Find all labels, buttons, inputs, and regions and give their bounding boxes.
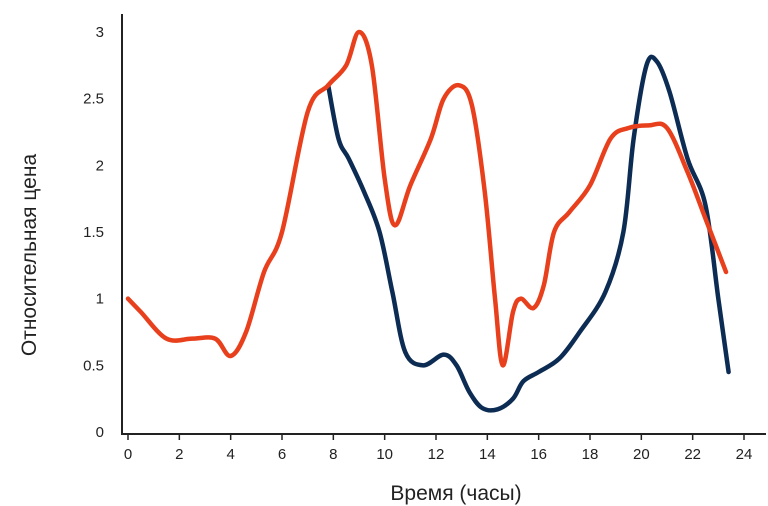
y-tick-label: 0 — [96, 424, 104, 441]
y-tick-label: 3 — [96, 24, 104, 41]
x-axis-title: Время (часы) — [390, 482, 521, 505]
x-tick-label: 0 — [124, 446, 132, 463]
y-tick-label: 2.5 — [83, 91, 104, 108]
y-tick-label: 2 — [96, 157, 104, 174]
x-tick-label: 4 — [226, 446, 234, 463]
series-line-1 — [325, 54, 731, 413]
series-lines — [125, 29, 731, 413]
x-tick-label: 24 — [736, 446, 753, 463]
x-tick-label: 22 — [684, 446, 701, 463]
y-axis-title: Относительная цена — [18, 154, 41, 357]
x-tick-label: 2 — [175, 446, 183, 463]
x-tick-label: 10 — [376, 446, 393, 463]
series-line-0 — [125, 29, 729, 368]
x-tick-label: 14 — [479, 446, 496, 463]
x-tick-label: 8 — [329, 446, 337, 463]
x-tick-label: 18 — [582, 446, 599, 463]
y-tick-label: 1.5 — [83, 224, 104, 241]
x-tick-label: 20 — [633, 446, 650, 463]
x-tick-label: 12 — [428, 446, 445, 463]
axes — [121, 14, 766, 440]
x-tick-label: 6 — [278, 446, 286, 463]
y-tick-label: 1 — [96, 291, 104, 308]
y-tick-label: 0.5 — [83, 357, 104, 374]
x-tick-label: 16 — [530, 446, 547, 463]
